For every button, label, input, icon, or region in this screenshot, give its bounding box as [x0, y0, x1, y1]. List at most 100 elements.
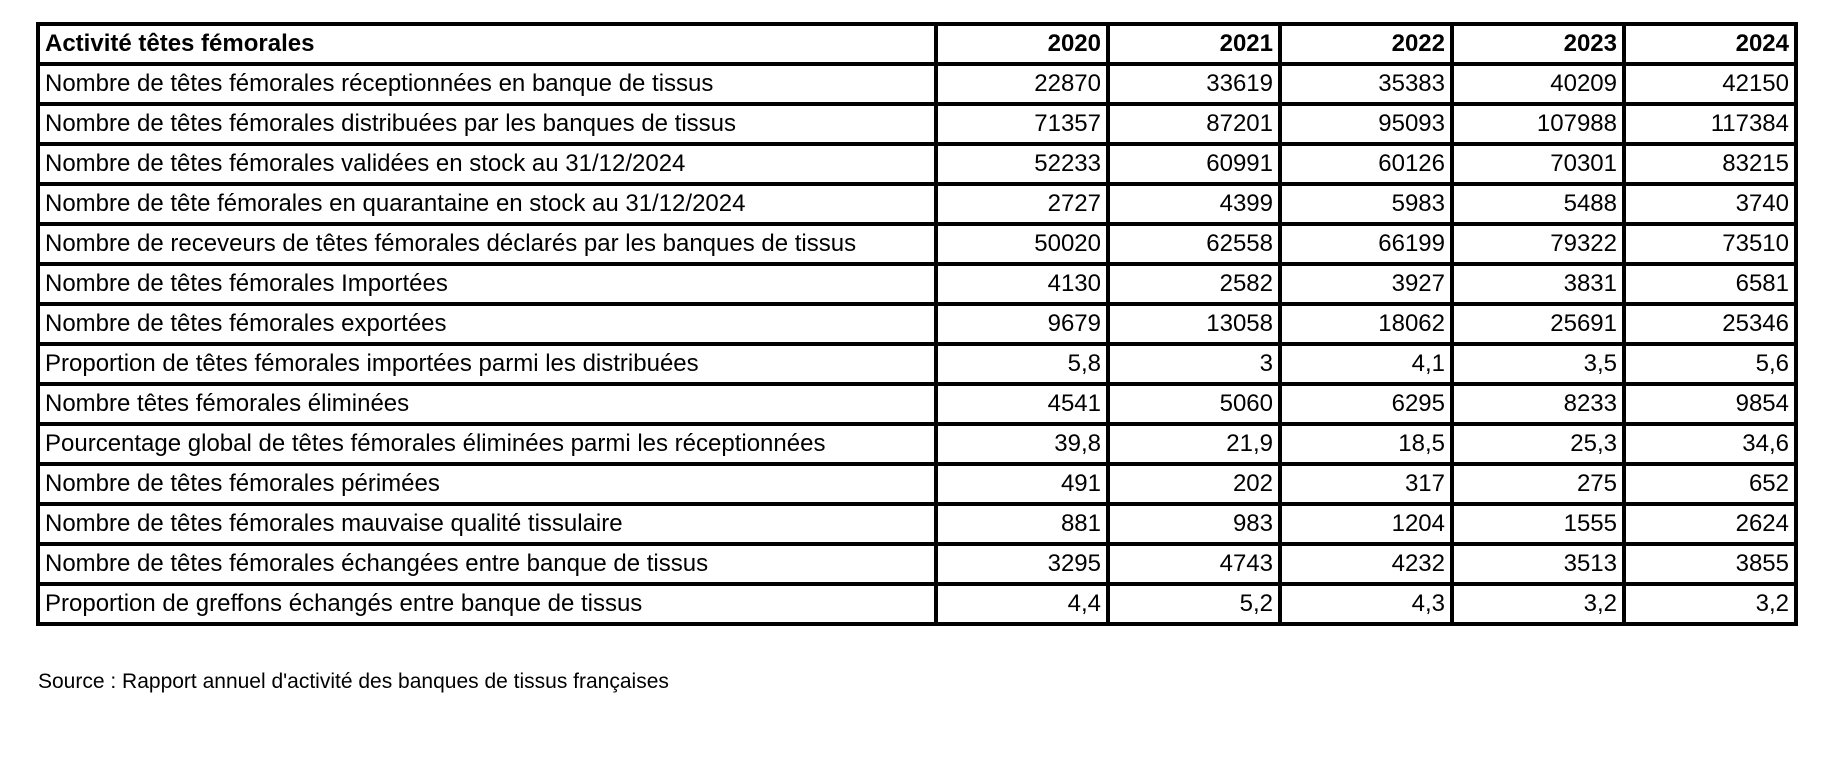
row-value: 73510 — [1622, 222, 1798, 266]
row-value: 3855 — [1622, 542, 1798, 586]
row-label: Nombre de têtes fémorales Importées — [36, 262, 938, 306]
row-value: 317 — [1278, 462, 1454, 506]
table-row: Nombre de têtes fémorales réceptionnées … — [36, 62, 1798, 106]
table-row: Nombre de têtes fémorales mauvaise quali… — [36, 502, 1798, 546]
row-value: 87201 — [1106, 102, 1282, 146]
table-row: Nombre de têtes fémorales échangées entr… — [36, 542, 1798, 586]
row-label: Nombre de têtes fémorales réceptionnées … — [36, 62, 938, 106]
row-value: 117384 — [1622, 102, 1798, 146]
row-label: Nombre de têtes fémorales distribuées pa… — [36, 102, 938, 146]
year-header-2023: 2023 — [1450, 22, 1626, 66]
row-value: 4232 — [1278, 542, 1454, 586]
table-body: Nombre de têtes fémorales réceptionnées … — [36, 62, 1798, 626]
row-value: 4541 — [934, 382, 1110, 426]
row-value: 5983 — [1278, 182, 1454, 226]
row-label: Nombre de têtes fémorales exportées — [36, 302, 938, 346]
row-value: 79322 — [1450, 222, 1626, 266]
source-note: Source : Rapport annuel d'activité des b… — [38, 670, 669, 693]
table-row: Nombre de têtes fémorales validées en st… — [36, 142, 1798, 186]
row-value: 881 — [934, 502, 1110, 546]
row-value: 34,6 — [1622, 422, 1798, 466]
row-value: 33619 — [1106, 62, 1282, 106]
row-label: Nombre de têtes fémorales échangées entr… — [36, 542, 938, 586]
row-value: 2582 — [1106, 262, 1282, 306]
row-value: 39,8 — [934, 422, 1110, 466]
row-value: 3 — [1106, 342, 1282, 386]
row-value: 2624 — [1622, 502, 1798, 546]
row-value: 1555 — [1450, 502, 1626, 546]
row-value: 5,6 — [1622, 342, 1798, 386]
row-label: Nombre de receveurs de têtes fémorales d… — [36, 222, 938, 266]
row-value: 42150 — [1622, 62, 1798, 106]
row-value: 83215 — [1622, 142, 1798, 186]
row-value: 5,8 — [934, 342, 1110, 386]
row-value: 13058 — [1106, 302, 1282, 346]
row-value: 8233 — [1450, 382, 1626, 426]
row-value: 62558 — [1106, 222, 1282, 266]
row-value: 60991 — [1106, 142, 1282, 186]
row-value: 5060 — [1106, 382, 1282, 426]
row-value: 5,2 — [1106, 582, 1282, 626]
table-row: Nombre de receveurs de têtes fémorales d… — [36, 222, 1798, 266]
table-header-row: Activité têtes fémorales 2020 2021 2022 202… — [36, 22, 1798, 66]
row-value: 95093 — [1278, 102, 1454, 146]
row-value: 3831 — [1450, 262, 1626, 306]
row-value: 491 — [934, 462, 1110, 506]
row-label: Nombre de têtes fémorales validées en st… — [36, 142, 938, 186]
row-value: 70301 — [1450, 142, 1626, 186]
row-value: 652 — [1622, 462, 1798, 506]
row-value: 50020 — [934, 222, 1110, 266]
row-value: 25346 — [1622, 302, 1798, 346]
row-value: 9854 — [1622, 382, 1798, 426]
year-header-2022: 2022 — [1278, 22, 1454, 66]
row-value: 25691 — [1450, 302, 1626, 346]
table-row: Nombre de têtes fémorales Importées 4130 2… — [36, 262, 1798, 306]
row-value: 3,5 — [1450, 342, 1626, 386]
row-value: 3740 — [1622, 182, 1798, 226]
row-value: 35383 — [1278, 62, 1454, 106]
row-value: 18062 — [1278, 302, 1454, 346]
row-value: 52233 — [934, 142, 1110, 186]
row-value: 3295 — [934, 542, 1110, 586]
row-value: 4,3 — [1278, 582, 1454, 626]
row-value: 4,4 — [934, 582, 1110, 626]
row-value: 25,3 — [1450, 422, 1626, 466]
femoral-heads-activity-table: Activité têtes fémorales 2020 2021 2022 202… — [36, 22, 1798, 626]
row-value: 2727 — [934, 182, 1110, 226]
table-row: Pourcentage global de têtes fémorales él… — [36, 422, 1798, 466]
row-value: 6295 — [1278, 382, 1454, 426]
row-value: 1204 — [1278, 502, 1454, 546]
row-value: 5488 — [1450, 182, 1626, 226]
row-label: Nombre de tête fémorales en quarantaine … — [36, 182, 938, 226]
row-label: Proportion de greffons échangés entre ba… — [36, 582, 938, 626]
row-value: 22870 — [934, 62, 1110, 106]
row-value: 4130 — [934, 262, 1110, 306]
row-label: Nombre de têtes fémorales mauvaise quali… — [36, 502, 938, 546]
row-value: 3927 — [1278, 262, 1454, 306]
row-label: Nombre de têtes fémorales périmées — [36, 462, 938, 506]
table-row: Proportion de têtes fémorales importées … — [36, 342, 1798, 386]
table-title: Activité têtes fémorales — [36, 22, 938, 66]
row-value: 21,9 — [1106, 422, 1282, 466]
row-value: 6581 — [1622, 262, 1798, 306]
row-value: 3,2 — [1622, 582, 1798, 626]
row-value: 4743 — [1106, 542, 1282, 586]
year-header-2024: 2024 — [1622, 22, 1798, 66]
table-row: Nombre de têtes fémorales distribuées pa… — [36, 102, 1798, 146]
row-value: 202 — [1106, 462, 1282, 506]
row-value: 60126 — [1278, 142, 1454, 186]
row-value: 9679 — [934, 302, 1110, 346]
table-row: Nombre de têtes fémorales périmées 491 202… — [36, 462, 1798, 506]
row-value: 3,2 — [1450, 582, 1626, 626]
table-row: Nombre de têtes fémorales exportées 9679 1… — [36, 302, 1798, 346]
row-value: 71357 — [934, 102, 1110, 146]
table-row: Nombre de tête fémorales en quarantaine … — [36, 182, 1798, 226]
row-value: 4,1 — [1278, 342, 1454, 386]
year-header-2020: 2020 — [934, 22, 1110, 66]
row-value: 107988 — [1450, 102, 1626, 146]
row-value: 4399 — [1106, 182, 1282, 226]
row-label: Nombre têtes fémorales éliminées — [36, 382, 938, 426]
row-value: 40209 — [1450, 62, 1626, 106]
table-row: Nombre têtes fémorales éliminées 4541 5060… — [36, 382, 1798, 426]
